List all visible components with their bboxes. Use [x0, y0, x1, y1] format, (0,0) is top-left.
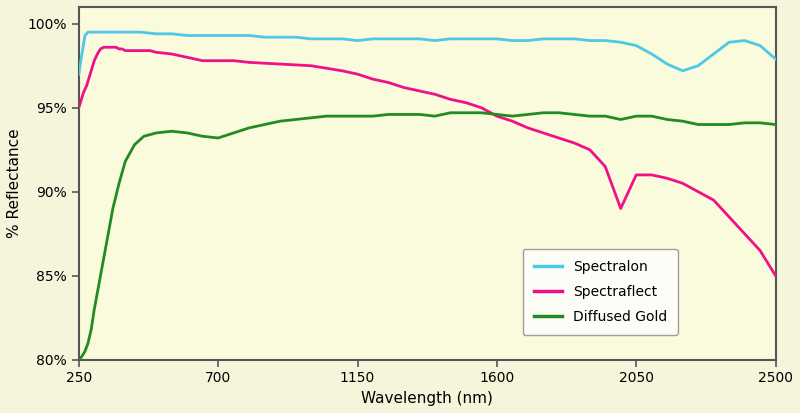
- Line: Spectralon: Spectralon: [79, 32, 775, 74]
- Spectralon: [74, 72, 84, 77]
- Diffused Gold: [260, 122, 270, 127]
- Spectralon: [244, 33, 254, 38]
- Spectraflect: [770, 273, 780, 278]
- Spectraflect: [74, 105, 84, 110]
- Spectraflect: [114, 46, 124, 51]
- Legend: Spectralon, Spectraflect, Diffused Gold: Spectralon, Spectraflect, Diffused Gold: [522, 249, 678, 335]
- X-axis label: Wavelength (nm): Wavelength (nm): [362, 391, 493, 406]
- Diffused Gold: [446, 110, 455, 115]
- Spectraflect: [229, 58, 238, 63]
- Diffused Gold: [523, 112, 533, 117]
- Diffused Gold: [430, 114, 440, 119]
- Spectralon: [770, 57, 780, 62]
- Line: Spectraflect: Spectraflect: [79, 47, 775, 276]
- Spectraflect: [492, 114, 502, 119]
- Spectraflect: [275, 62, 285, 66]
- Spectraflect: [121, 48, 130, 53]
- Diffused Gold: [114, 181, 124, 186]
- Y-axis label: % Reflectance: % Reflectance: [7, 128, 22, 238]
- Spectraflect: [755, 248, 765, 253]
- Spectraflect: [98, 45, 108, 50]
- Diffused Gold: [74, 357, 84, 362]
- Spectralon: [570, 36, 579, 41]
- Diffused Gold: [461, 110, 470, 115]
- Spectralon: [755, 43, 765, 48]
- Diffused Gold: [770, 122, 780, 127]
- Diffused Gold: [399, 112, 409, 117]
- Spectralon: [523, 38, 533, 43]
- Spectralon: [182, 33, 192, 38]
- Spectralon: [260, 35, 270, 40]
- Line: Diffused Gold: Diffused Gold: [79, 113, 775, 360]
- Spectralon: [83, 30, 93, 35]
